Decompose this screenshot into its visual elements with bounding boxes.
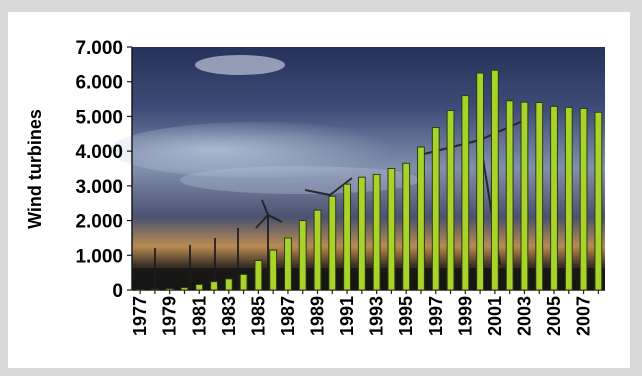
bar-2002: [505, 100, 514, 291]
bar-2006: [564, 106, 573, 291]
bar-1984: [239, 273, 248, 291]
y-tick-label: 4.000: [75, 142, 123, 163]
cloud: [180, 166, 420, 194]
bar-1991: [343, 183, 351, 291]
x-tick-label: 1991: [337, 296, 357, 336]
bar-2008: [594, 111, 603, 291]
x-tick-label: 1979: [160, 296, 180, 336]
bar-1981: [195, 283, 204, 291]
y-tick-label: 2.000: [75, 212, 123, 233]
bar-2001: [490, 69, 499, 291]
bar-1992: [357, 176, 366, 291]
x-axis: 1977 1979 1981 1983 1985 1987 1989 1991 1993 1995…: [130, 289, 605, 336]
x-tick-label: 2001: [485, 296, 505, 336]
x-tick-label: 1983: [219, 296, 239, 336]
y-tick-label: 6.000: [75, 73, 123, 94]
y-tick-label: 7.000: [75, 38, 123, 59]
x-tick-label: 1999: [455, 296, 475, 336]
x-tick-label: 2003: [514, 296, 534, 336]
y-tick-label: 0: [112, 281, 123, 302]
bar-1996: [417, 146, 425, 291]
bar-2004: [535, 102, 544, 291]
bar-1982: [210, 281, 218, 291]
bar-series: [136, 69, 603, 291]
y-tick-label: 5.000: [75, 107, 123, 128]
y-tick-label: 3.000: [75, 177, 123, 198]
bar-1998: [446, 110, 455, 291]
bar-1995: [402, 162, 411, 291]
horizon-band: [132, 268, 605, 290]
bar-1993: [372, 173, 381, 291]
cloud: [195, 55, 285, 75]
cloud: [110, 122, 410, 178]
bar-1988: [298, 220, 307, 291]
bar-1999: [461, 95, 470, 291]
x-tick-label: 1981: [189, 296, 209, 336]
bar-1987: [284, 237, 292, 291]
bar-1985: [254, 259, 263, 291]
bar-1980: [180, 287, 189, 291]
bar-2007: [579, 107, 588, 291]
plot-background-photo: [110, 47, 605, 290]
bar-2005: [550, 105, 558, 291]
x-tick-label: 2005: [544, 296, 564, 336]
bar-1994: [387, 168, 396, 291]
x-tick-label: 1987: [278, 296, 298, 336]
bar-2000: [476, 72, 485, 291]
y-tick-label: 1.000: [75, 246, 123, 267]
x-tick-label: 1995: [396, 296, 416, 336]
x-tick-label: 1989: [308, 296, 328, 336]
y-axis: 0 1.000 2.000 3.000 4.000 5.000 6.000 7.000: [75, 38, 133, 302]
bar-1978: [151, 288, 159, 291]
x-tick-label: 1977: [130, 296, 150, 336]
bar-1979: [165, 288, 174, 291]
x-tick-label: 1985: [248, 296, 268, 336]
x-tick-label: 1993: [367, 296, 387, 336]
bar-2003: [520, 101, 529, 291]
bar-1990: [328, 195, 337, 291]
x-tick-label: 1997: [426, 296, 446, 336]
bar-1989: [313, 209, 322, 291]
bar-1997: [431, 127, 440, 291]
x-tick-label: 2007: [574, 296, 594, 336]
y-axis-title: Wind turbines: [25, 109, 45, 229]
bar-1986: [269, 249, 278, 291]
bar-1983: [224, 278, 233, 291]
